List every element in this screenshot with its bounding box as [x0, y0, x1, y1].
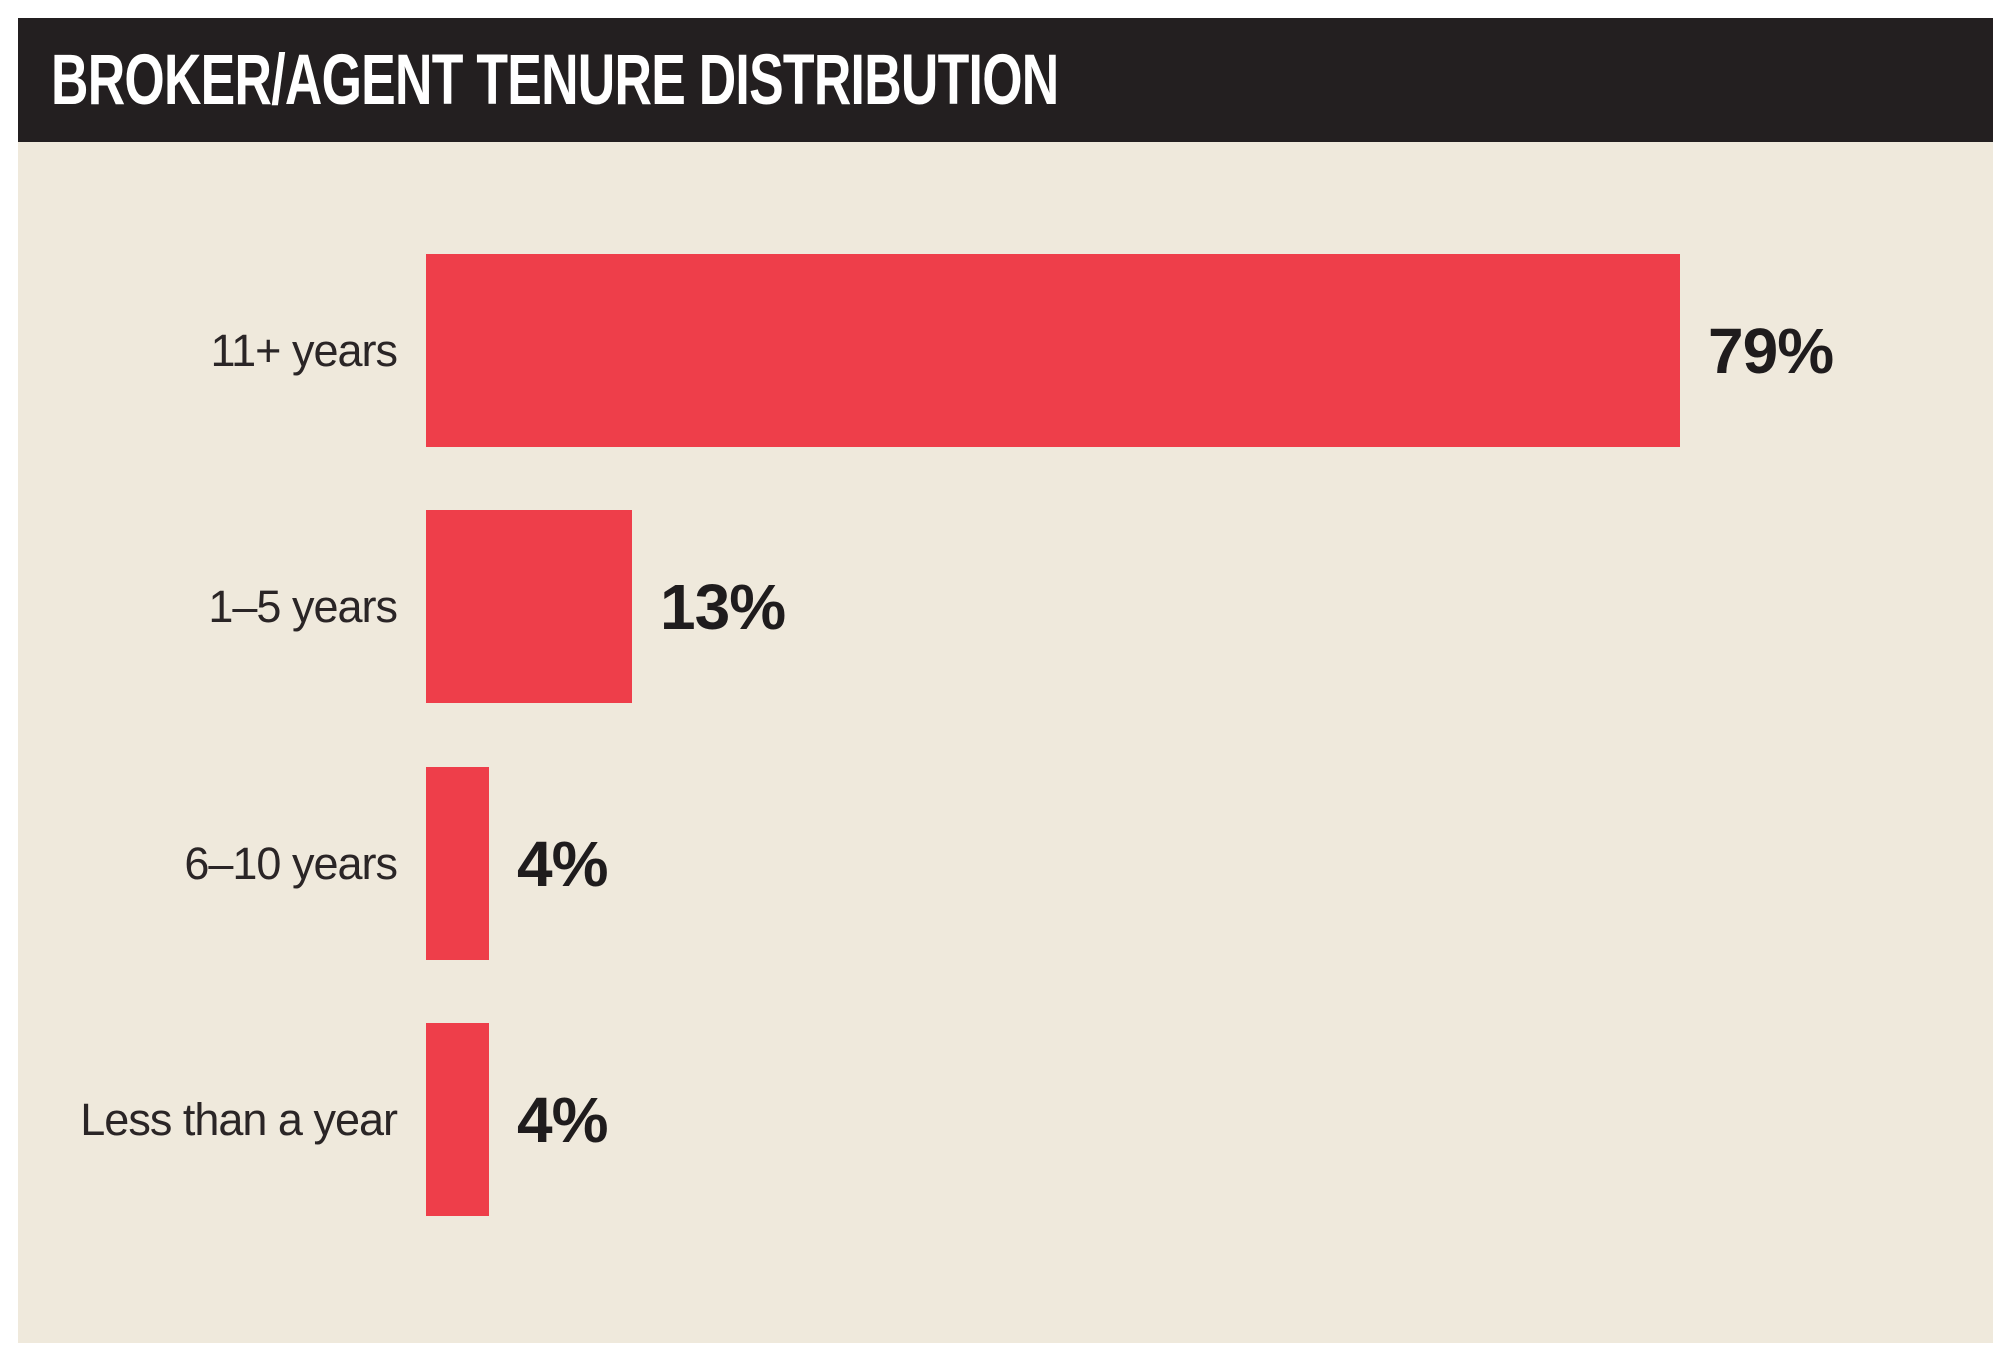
bar — [426, 767, 489, 960]
chart-panel: BROKER/AGENT TENURE DISTRIBUTION 11+ yea… — [18, 18, 1993, 1343]
bar — [426, 1023, 489, 1216]
value-label: 4% — [517, 827, 608, 900]
chart-header: BROKER/AGENT TENURE DISTRIBUTION — [18, 18, 1993, 142]
bar-row: 1–5 years 13% — [18, 510, 1993, 703]
bar-chart-plot-area: 11+ years 79% 1–5 years 13% 6–10 years 4… — [18, 142, 1993, 1343]
bar-row: 6–10 years 4% — [18, 767, 1993, 960]
category-label: Less than a year — [80, 1093, 398, 1145]
category-label: 11+ years — [210, 324, 398, 376]
chart-title: BROKER/AGENT TENURE DISTRIBUTION — [51, 40, 1059, 120]
category-label: 1–5 years — [208, 580, 398, 632]
value-label: 79% — [1708, 314, 1834, 387]
bar — [426, 510, 632, 703]
bar-row: Less than a year 4% — [18, 1023, 1993, 1216]
bar-row: 11+ years 79% — [18, 254, 1993, 447]
value-label: 13% — [660, 570, 786, 643]
bar — [426, 254, 1680, 447]
value-label: 4% — [517, 1083, 608, 1156]
category-label: 6–10 years — [184, 837, 398, 889]
